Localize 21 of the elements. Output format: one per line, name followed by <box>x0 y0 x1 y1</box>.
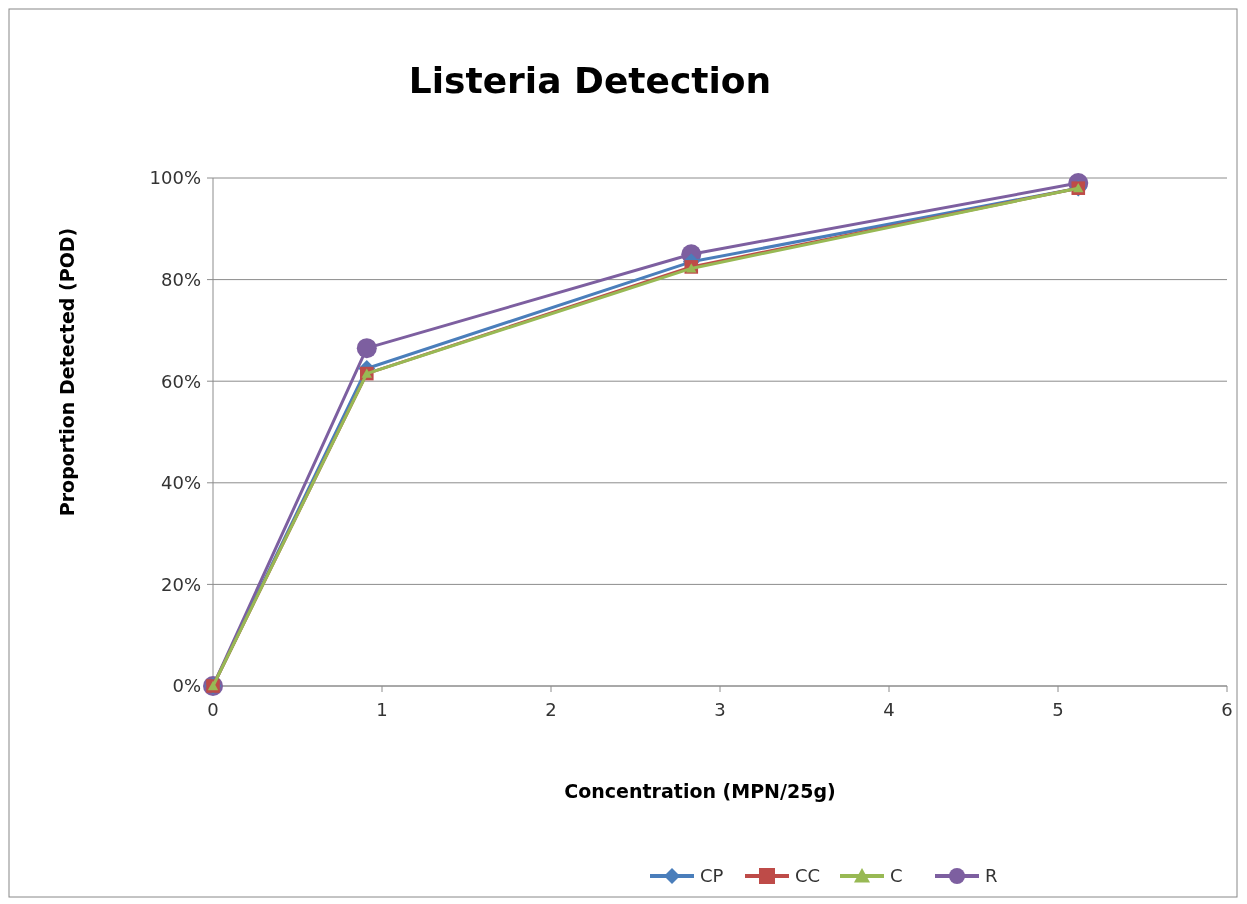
legend-label: CP <box>700 865 724 887</box>
y-tick-label: 60% <box>160 370 201 392</box>
x-tick-label: 1 <box>376 699 388 720</box>
x-tick-label: 4 <box>883 699 895 720</box>
legend-label: CC <box>795 865 821 887</box>
y-axis-title: Proportion Detected (POD) <box>56 227 78 517</box>
y-tick-label: 20% <box>160 573 201 595</box>
legend-label: C <box>890 865 903 887</box>
x-tick-label: 3 <box>714 699 726 720</box>
x-tick-label: 6 <box>1221 699 1233 720</box>
point <box>356 338 377 359</box>
y-tick-label: 80% <box>160 268 201 290</box>
y-tick-label: 0% <box>172 675 201 697</box>
x-tick-label: 2 <box>545 699 557 720</box>
x-tick-label: 5 <box>1052 699 1064 720</box>
y-tick-label: 40% <box>160 472 201 494</box>
x-tick-label: 0 <box>207 699 219 720</box>
x-axis-title: Concentration (MPN/25g) <box>564 780 836 802</box>
chart-title: Listeria Detection <box>408 60 772 101</box>
y-tick-label: 100% <box>149 167 201 189</box>
legend-label: R <box>985 865 998 887</box>
